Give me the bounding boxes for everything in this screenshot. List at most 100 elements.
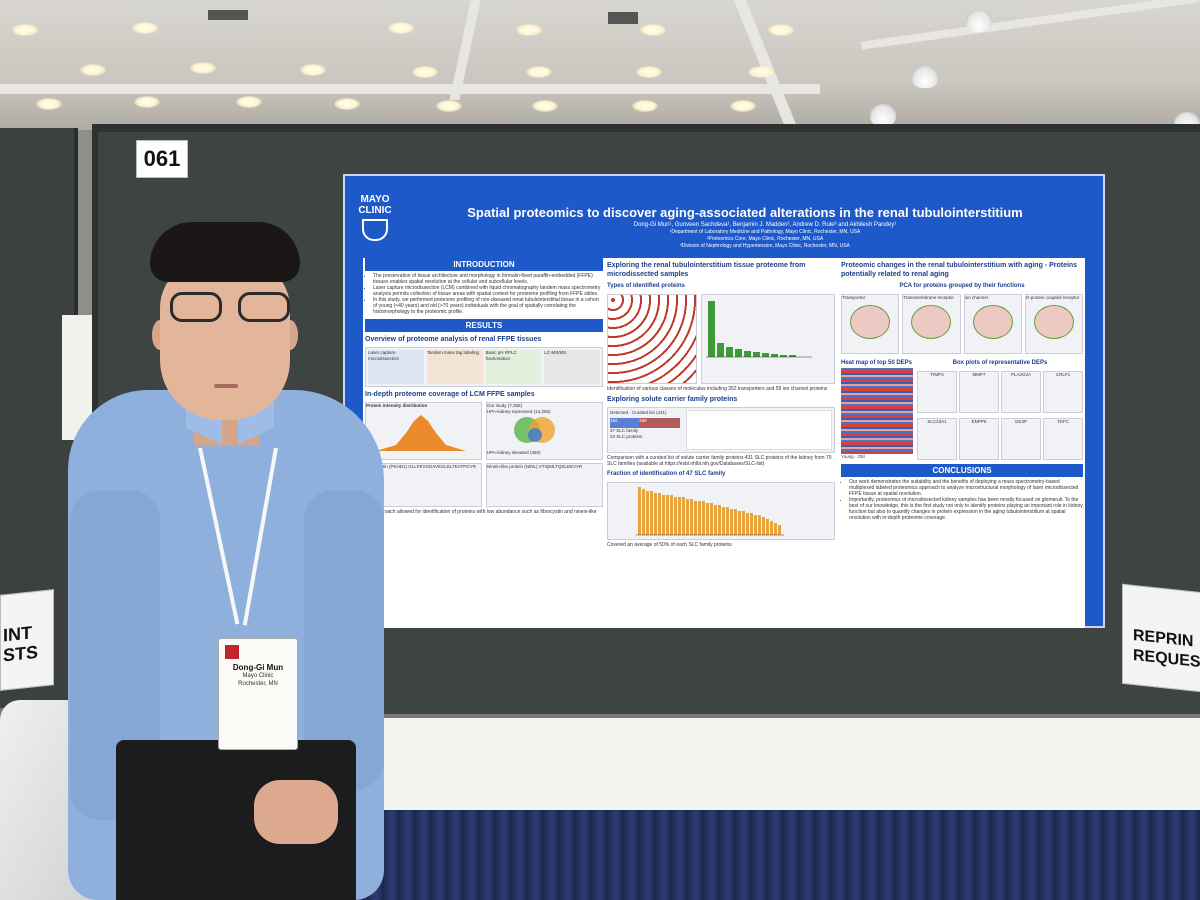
glasses-lens <box>170 292 222 322</box>
spectra-figures: Fibrocystin (PKHD1) GLLFEVGDAVEGLELTEATP… <box>365 460 603 507</box>
poster-column-right: Proteomic changes in the renal tubuloint… <box>841 258 1083 628</box>
ceiling-light <box>334 98 360 110</box>
heatmap <box>841 368 913 454</box>
ceiling-light <box>748 66 774 78</box>
heatmap-title: Heat map of top 50 DEPs <box>841 360 913 366</box>
mayo-clinic-logo: MAYO CLINIC <box>353 194 397 241</box>
glasses-icon <box>168 292 296 326</box>
legend-old: Old <box>857 454 865 459</box>
coverage-note: Our approach allowed for identification … <box>365 509 597 521</box>
ceiling-light <box>768 24 794 36</box>
pca-ellipse <box>1033 305 1074 339</box>
badge-organization: Mayo Clinic <box>242 673 274 679</box>
venn-label: Our study (7,355) <box>487 403 523 408</box>
fraction-title: Fraction of identification of 47 SLC fam… <box>607 471 726 477</box>
slc-curated: Curated list (431) <box>632 410 667 415</box>
ceiling-light <box>12 24 38 36</box>
slc-note: Comparison with a curated list of solute… <box>607 455 832 467</box>
pca-plot: Ion channel <box>963 294 1022 354</box>
presenter-face <box>160 260 290 420</box>
fraction-note: Covered an average of 50% of each SLC fa… <box>607 542 732 548</box>
spectrum-label: Fibrocystin (PKHD1) GLLFEVGDAVEGLELTEATP… <box>366 464 477 469</box>
explore-title: Exploring the renal tubulointerstitium t… <box>607 262 806 278</box>
ceiling-light <box>190 62 216 74</box>
pca-title: PCA for proteins grouped by their functi… <box>899 283 1025 289</box>
pca-group-label: G-protein coupled receptor <box>1025 295 1080 300</box>
ceiling-beam <box>861 0 1199 50</box>
section-heading-introduction: INTRODUCTION <box>365 258 603 271</box>
ceiling-light <box>134 96 160 108</box>
reprint-box-line: STS <box>3 641 39 666</box>
slc-detected: Detected <box>610 410 629 415</box>
slc-count: 269 <box>639 418 680 428</box>
ceiling-light <box>132 22 158 34</box>
booth-number: 061 <box>136 140 188 178</box>
shield-icon <box>362 219 388 241</box>
ceiling-spotlight <box>870 104 896 126</box>
ceiling-light <box>526 66 552 78</box>
fraction-bars-graphic <box>636 487 784 536</box>
changes-title: Proteomic changes in the renal tubuloint… <box>841 262 1078 278</box>
badge-city: Rochester, MN <box>238 681 278 687</box>
logo-line: CLINIC <box>358 205 392 216</box>
poster-column-middle: Exploring the renal tubulointerstitium t… <box>607 258 835 628</box>
intro-bullet: In this study, we performed proteome pro… <box>373 297 603 315</box>
heatmap-legend: Young · Old <box>841 454 865 459</box>
ceiling-vent <box>208 10 248 20</box>
ceiling-light <box>388 22 414 34</box>
slc-detected-label: Detected · Curated list (431) <box>610 410 667 415</box>
boxplot-panel: Box plots of representative DEPs TIMP3 M… <box>917 356 1083 460</box>
legend-young: Young <box>841 454 854 459</box>
histogram-graphic <box>376 415 466 451</box>
coverage-title: In-depth proteome coverage of LCM FFPE s… <box>365 391 535 398</box>
boxplot: TKFC <box>1043 418 1083 460</box>
slc-overlap: Detected · Curated list (431) 162 269 47… <box>610 410 680 450</box>
slc-comparison-figure: Detected · Curated list (431) 162 269 47… <box>607 407 835 453</box>
venn-label: HPA-kidney expressed (14,256) <box>487 409 551 414</box>
presenter-hair <box>150 222 300 282</box>
pca-group-label: Transporter <box>842 295 866 300</box>
booth-table <box>352 718 1200 900</box>
types-figures <box>607 291 835 384</box>
types-title: Types of identified proteins <box>607 283 685 289</box>
reprint-box-text: INT STS <box>3 622 39 666</box>
slc-family-row: 47 SLC family <box>610 428 680 434</box>
overview-title: Overview of proteome analysis of renal F… <box>365 336 542 343</box>
ceiling-light <box>300 64 326 76</box>
slc-family-label: SLC family <box>616 428 639 433</box>
ceiling-light <box>636 66 662 78</box>
ceiling-light <box>640 24 666 36</box>
pca-ellipse <box>972 305 1013 339</box>
boxplot: CRLF1 <box>1043 371 1083 413</box>
logo-line: MAYO <box>360 194 390 205</box>
affiliation: ³Division of Nephrology and Hypertension… <box>680 243 850 249</box>
slc-fraction-chart <box>607 482 835 540</box>
ceiling-spotlight <box>912 66 938 88</box>
reprint-box-text: REPRIN REQUEST <box>1133 626 1200 674</box>
protein-type-dot-matrix <box>607 294 697 384</box>
introduction-text: The preservation of tissue architecture … <box>365 273 603 315</box>
affiliation: ¹Department of Laboratory Medicine and P… <box>669 229 861 235</box>
pca-ellipse <box>850 305 891 339</box>
slc-count: 162 <box>610 418 640 428</box>
glasses-lens <box>238 292 290 322</box>
ceiling <box>0 0 1200 140</box>
ceiling-light <box>516 24 542 36</box>
boxplot: TIMP3 <box>917 371 957 413</box>
intro-bullet: Laser capture microdissection (LCM) comb… <box>373 285 603 297</box>
intro-bullet: The preservation of tissue architecture … <box>373 273 603 285</box>
boxplot: GK3P <box>1001 418 1041 460</box>
section-heading-conclusions: CONCLUSIONS <box>841 464 1083 477</box>
pca-group-label: Transmembrane receptor <box>903 295 954 300</box>
ceiling-light <box>80 64 106 76</box>
bar-chart-graphic <box>706 301 812 358</box>
presenter: Dong-Gi Mun Mayo Clinic Rochester, MN <box>68 220 388 900</box>
coverage-figures: Protein intensity distribution Our study… <box>365 399 603 460</box>
slc-title: Exploring solute carrier family proteins <box>607 396 738 403</box>
presenter-mouth <box>214 384 238 388</box>
conclusions-text: Our work demonstrates the suitability an… <box>841 479 1083 521</box>
boxplot-grid: TIMP3 MMP7 PLA2G2A CRLF1 SLC23A1 ENPP6 G… <box>917 368 1083 460</box>
pca-plot: Transporter <box>841 294 900 354</box>
ceiling-light <box>532 100 558 112</box>
boxplot: ENPP6 <box>959 418 999 460</box>
